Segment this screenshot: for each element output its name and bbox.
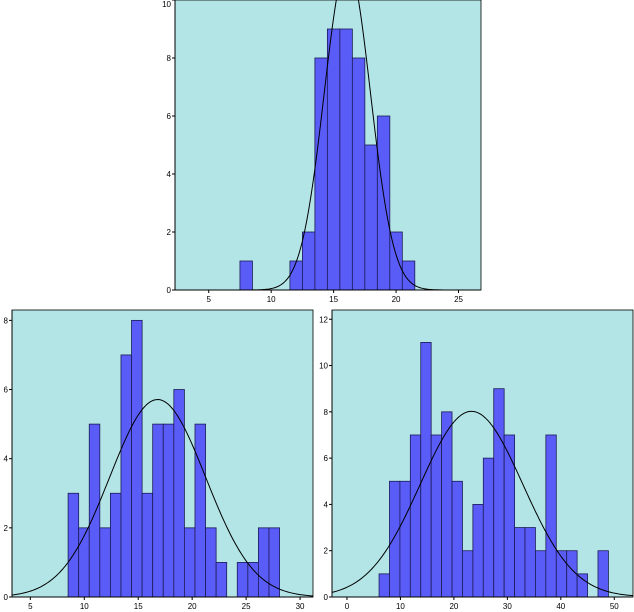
histogram-bar	[430, 434, 443, 598]
x-tick-label: 25	[454, 295, 463, 304]
histogram-bar	[441, 411, 453, 598]
histogram-bar	[88, 423, 101, 598]
histogram-bar	[462, 550, 474, 598]
histogram-bar	[482, 457, 495, 598]
x-tick-label: 5	[28, 602, 33, 611]
histogram-top: 0 2 4 6 8 10 5 10 15 20 25	[162, 0, 482, 304]
histogram-bar	[141, 492, 154, 598]
histogram-bar	[524, 527, 536, 598]
histogram-bar	[389, 480, 401, 598]
y-tick-label: 12	[319, 315, 328, 324]
x-tick-label: 10	[396, 602, 405, 611]
histogram-bar	[99, 527, 111, 598]
normal-curve	[331, 410, 634, 597]
normal-curve	[11, 399, 314, 597]
y-tick-label: 4	[4, 455, 9, 464]
histogram-bar	[131, 319, 143, 598]
y-tick-label: 2	[324, 547, 329, 556]
histogram-bar	[152, 423, 164, 598]
y-tick-label: 6	[4, 386, 9, 395]
x-tick-label: 30	[503, 602, 512, 611]
histogram-bar	[378, 573, 390, 598]
y-tick-label: 4	[324, 500, 329, 509]
histogram-bar	[399, 480, 411, 598]
histogram-bar	[545, 434, 557, 598]
histogram-bar	[301, 231, 316, 291]
histogram-bar	[420, 342, 432, 598]
histogram-bar	[451, 480, 463, 598]
x-tick-label: 15	[134, 602, 143, 611]
histogram-bar	[376, 115, 391, 291]
histogram-bar	[339, 28, 353, 291]
y-tick-label: 4	[167, 170, 172, 179]
histogram-bar	[535, 550, 547, 598]
histogram-bar	[215, 562, 228, 598]
histogram-bar	[364, 144, 378, 291]
x-tick-label: 10	[267, 295, 276, 304]
histogram-bar	[120, 354, 132, 598]
histogram-bar	[67, 492, 80, 598]
y-tick-label: 8	[4, 316, 9, 325]
histogram-bar	[247, 562, 259, 598]
histogram-bar	[194, 423, 206, 598]
x-tick-label: 15	[329, 295, 338, 304]
histogram-bar	[314, 57, 328, 291]
y-tick-label: 2	[4, 524, 9, 533]
x-tick-label: 50	[610, 602, 619, 611]
histogram-bar	[162, 423, 175, 598]
histogram-bar	[493, 388, 505, 598]
x-tick-label: 25	[242, 602, 251, 611]
y-tick-label: 0	[167, 286, 172, 295]
y-tick-label: 6	[324, 454, 329, 463]
x-tick-label: 10	[80, 602, 89, 611]
histogram-bar	[289, 260, 303, 291]
histogram-bar	[236, 562, 249, 598]
histogram-bottom-right: 0 2 4 6 8 10 12 0 10 20 30 40 50	[319, 309, 634, 611]
x-tick-label: 30	[296, 602, 305, 611]
y-tick-label: 10	[319, 362, 328, 371]
histogram-bar	[503, 434, 515, 598]
y-tick-label: 8	[324, 408, 329, 417]
y-tick-label: 0	[4, 593, 9, 602]
y-tick-label: 2	[167, 228, 172, 237]
histogram-bar	[109, 492, 122, 598]
y-tick-label: 0	[324, 593, 329, 602]
histogram-bar	[409, 434, 422, 598]
histogram-bar	[351, 57, 366, 291]
histogram-bar	[258, 527, 270, 598]
histogram-bar	[184, 527, 196, 598]
x-tick-label: 5	[206, 295, 211, 304]
histogram-bar	[78, 527, 90, 598]
histogram-bar	[576, 573, 588, 598]
x-tick-label: 0	[345, 602, 350, 611]
histogram-bar	[326, 28, 341, 291]
x-tick-label: 20	[392, 295, 401, 304]
histogram-bar	[239, 260, 253, 291]
histogram-bar	[389, 231, 403, 291]
y-tick-label: 6	[167, 112, 172, 121]
histogram-bar	[205, 527, 217, 598]
x-tick-label: 40	[556, 602, 565, 611]
x-tick-label: 20	[449, 602, 458, 611]
x-tick-label: 20	[188, 602, 197, 611]
histogram-bottom-left: 0 2 4 6 8 5 10 15 20 25 30	[4, 309, 314, 611]
y-tick-label: 10	[162, 0, 171, 9]
histogram-bar	[173, 389, 185, 598]
histogram-bar	[514, 527, 526, 598]
y-tick-label: 8	[167, 54, 172, 63]
histogram-bar	[401, 260, 416, 291]
histogram-bar	[472, 504, 484, 598]
